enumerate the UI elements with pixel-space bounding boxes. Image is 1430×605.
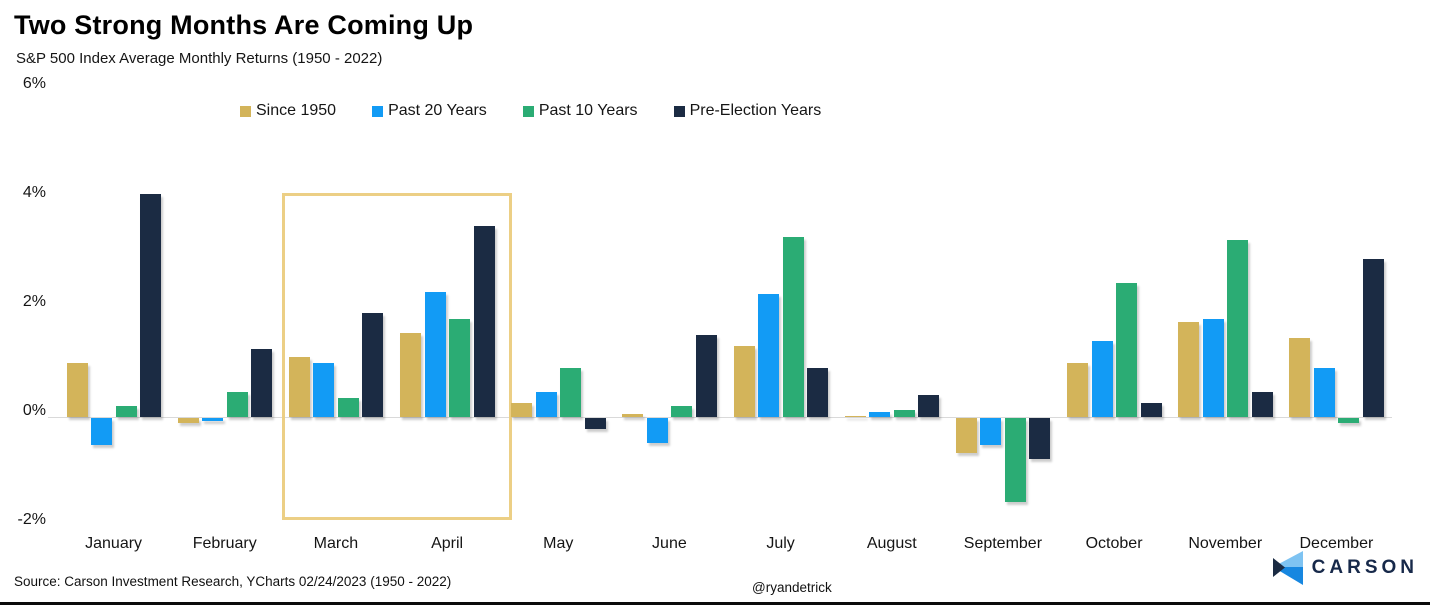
y-tick-label-2: -2% (17, 511, 46, 528)
march-april-highlight-box (281, 193, 513, 520)
bar-june-past-20-years (646, 418, 668, 443)
bar-april-since-1950 (400, 332, 422, 417)
bar-december-past-20-years (1313, 367, 1335, 417)
x-label-december: December (1299, 535, 1374, 552)
bar-august-pre-election-years (918, 395, 940, 417)
x-label-may: May (543, 535, 574, 552)
bar-november-pre-election-years (1251, 392, 1273, 417)
x-label-february: February (192, 535, 257, 552)
legend-item-past-20-years: Past 20 Years (372, 102, 487, 120)
bar-october-since-1950 (1067, 362, 1089, 417)
carson-logo-text: CARSON (1311, 557, 1418, 578)
x-label-july: July (766, 535, 795, 552)
bar-december-pre-election-years (1362, 258, 1384, 417)
bar-august-past-20-years (869, 411, 891, 417)
bar-march-past-10-years (337, 397, 359, 417)
x-label-march: March (313, 535, 359, 552)
bar-june-past-10-years (671, 406, 693, 417)
legend: Since 1950 Past 20 Years Past 10 Years Pre-… (240, 102, 821, 120)
chart-subtitle: S&P 500 Index Average Monthly Returns (1… (16, 50, 383, 67)
bar-july-pre-election-years (807, 367, 829, 417)
bar-may-pre-election-years (584, 418, 606, 429)
bar-january-since-1950 (66, 362, 88, 417)
bar-march-since-1950 (288, 357, 310, 417)
legend-item-pre-election-years: Pre-Election Years (673, 102, 822, 120)
x-axis-labels: January February March April May June July Augu… (58, 535, 1392, 559)
legend-label: Past 10 Years (538, 102, 638, 119)
bar-march-pre-election-years (362, 313, 384, 417)
bar-february-past-10-years (226, 392, 248, 417)
bar-february-since-1950 (177, 418, 199, 424)
bar-june-since-1950 (622, 414, 644, 417)
bar-november-past-20-years (1202, 318, 1224, 417)
bar-december-since-1950 (1289, 337, 1311, 417)
y-tick-label-2: 2% (22, 293, 46, 310)
x-label-june: June (652, 535, 687, 552)
bar-february-pre-election-years (251, 348, 273, 417)
twitter-handle: @ryandetrick (752, 580, 832, 595)
bar-november-since-1950 (1178, 321, 1200, 417)
bar-march-past-20-years (313, 362, 335, 417)
bar-october-pre-election-years (1140, 403, 1162, 417)
bar-april-pre-election-years (473, 226, 495, 417)
legend-item-since-1950: Since 1950 (240, 102, 336, 120)
legend-swatch-pre-election-years (673, 105, 685, 117)
bar-october-past-10-years (1116, 283, 1138, 417)
legend-item-past-10-years: Past 10 Years (522, 102, 638, 120)
source-text: Source: Carson Investment Research, YCha… (14, 574, 452, 589)
bar-september-past-10-years (1004, 418, 1026, 503)
chart-title: Two Strong Months Are Coming Up (14, 10, 474, 40)
bar-may-past-20-years (535, 392, 557, 417)
bar-december-past-10-years (1338, 418, 1360, 424)
bar-april-past-20-years (424, 291, 446, 417)
legend-swatch-past-10-years (522, 105, 534, 117)
y-tick-label-4: 4% (22, 184, 46, 201)
x-label-october: October (1085, 535, 1143, 552)
legend-label: Pre-Election Years (689, 102, 822, 119)
bar-july-past-20-years (758, 294, 780, 417)
bar-january-past-20-years (91, 418, 113, 446)
bar-september-past-20-years (980, 418, 1002, 446)
bar-july-since-1950 (733, 346, 755, 417)
bar-july-past-10-years (782, 237, 804, 417)
x-label-august: August (866, 535, 917, 552)
bar-september-pre-election-years (1029, 418, 1051, 459)
zero-axis-line (48, 417, 1392, 418)
bar-november-past-10-years (1227, 239, 1249, 417)
x-label-april: April (431, 535, 464, 552)
x-label-january: January (85, 535, 143, 552)
x-label-november: November (1188, 535, 1263, 552)
bar-august-past-10-years (893, 410, 915, 417)
carson-logo: CARSON (1272, 551, 1418, 585)
bar-february-past-20-years (202, 418, 224, 421)
bar-september-since-1950 (955, 418, 977, 454)
carson-logo-icon (1272, 551, 1303, 585)
bar-june-pre-election-years (695, 335, 717, 417)
legend-label: Past 20 Years (388, 102, 487, 119)
plot-area (48, 90, 1392, 526)
bar-april-past-10-years (449, 318, 471, 417)
bar-january-pre-election-years (140, 193, 162, 417)
legend-label: Since 1950 (256, 102, 337, 119)
bar-may-past-10-years (560, 367, 582, 417)
bar-august-since-1950 (844, 415, 866, 417)
bar-may-since-1950 (511, 403, 533, 417)
bar-october-past-20-years (1091, 340, 1113, 417)
y-tick-label-0: 0% (22, 402, 46, 419)
legend-swatch-past-20-years (372, 105, 384, 117)
legend-swatch-since-1950 (240, 105, 251, 117)
bar-january-past-10-years (115, 406, 137, 417)
x-label-september: September (963, 535, 1043, 552)
y-tick-label-6: 6% (22, 75, 46, 92)
